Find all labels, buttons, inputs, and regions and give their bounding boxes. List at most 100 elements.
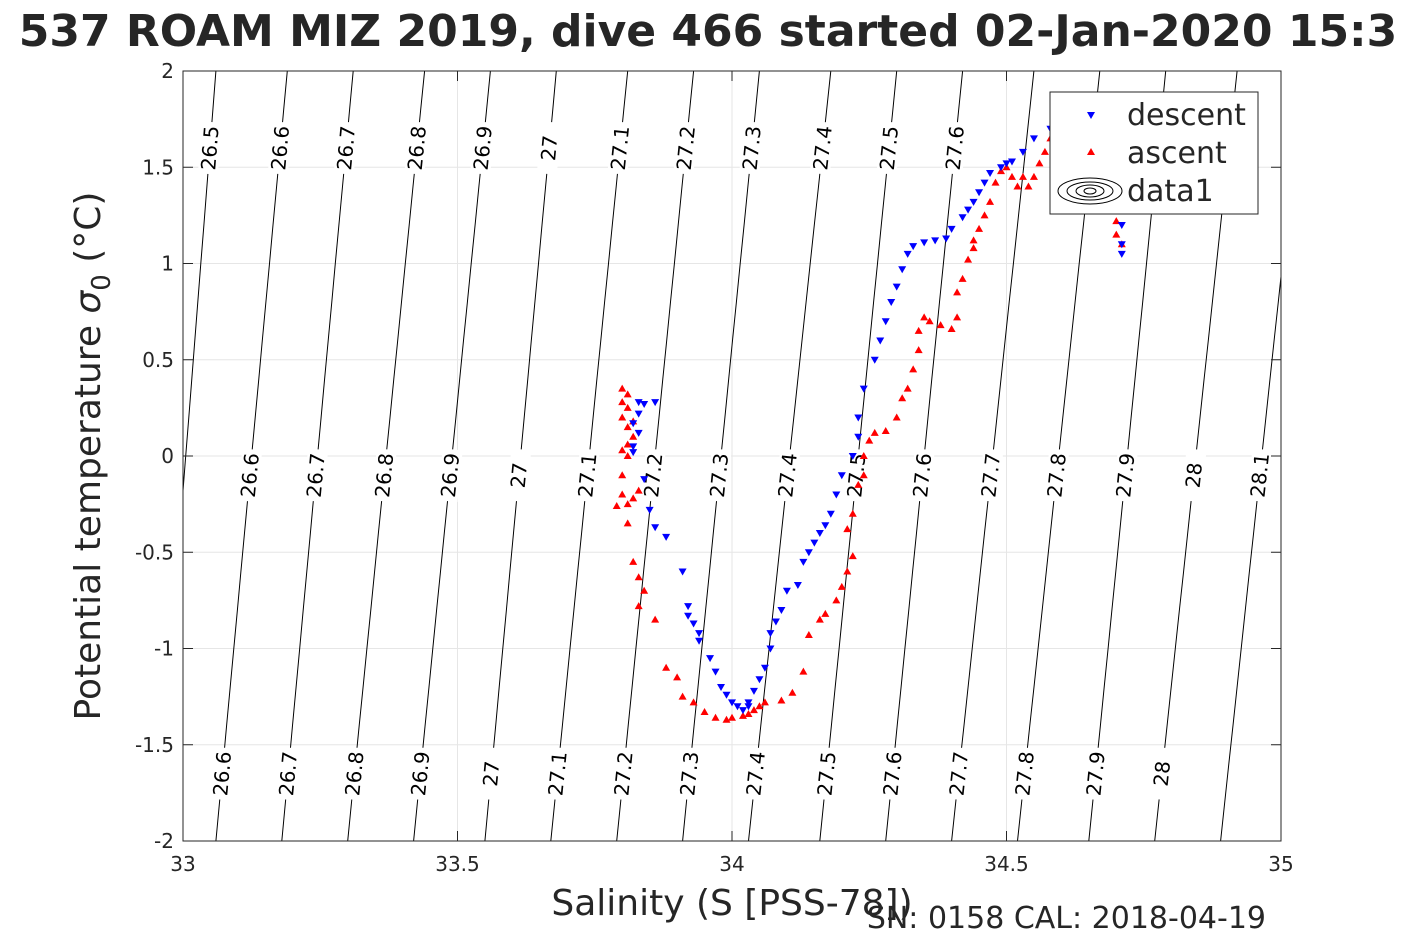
legend-box: [1049, 91, 1259, 215]
descent-point: [947, 225, 956, 233]
contour-label-gap: [197, 121, 222, 175]
contour-label: 27.9: [1111, 452, 1139, 499]
contour-label-gap: [1149, 746, 1175, 801]
contour-label: 28: [1181, 461, 1208, 489]
descent-point: [1029, 135, 1038, 143]
chart-title: 537 ROAM MIZ 2019, dive 466 started 02-J…: [19, 6, 1398, 57]
descent-point: [755, 676, 764, 684]
ascent-point: [623, 452, 632, 459]
descent-point: [629, 443, 638, 451]
descent-point: [892, 283, 901, 291]
contour-label: 27.2: [639, 452, 667, 499]
descent-point: [689, 620, 698, 628]
descent-point: [975, 189, 984, 197]
contour-label: 27.4: [741, 750, 770, 797]
ascent-point: [640, 586, 649, 594]
descent-point: [634, 429, 643, 437]
contour-label: 27.4: [773, 452, 802, 499]
contour-label: 26.6: [236, 452, 264, 499]
density-contour: 26.5: [183, 71, 224, 498]
descent-point: [678, 568, 687, 576]
ascent-point: [629, 432, 638, 440]
density-contour: 27.9 27.9: [1081, 71, 1167, 841]
contour-label: 27.4: [808, 125, 837, 172]
descent-point: [695, 637, 704, 645]
descent-point: [634, 399, 643, 407]
contour-label: 26.9: [436, 452, 464, 499]
descent-point: [1018, 148, 1027, 156]
descent-point: [909, 243, 918, 251]
ascent-point: [629, 494, 638, 502]
contour-label: 27.1: [606, 125, 634, 172]
descent-point: [854, 433, 863, 441]
descent-point: [920, 239, 929, 247]
contour-label: 27.5: [812, 750, 840, 797]
contour-label: 27: [478, 760, 504, 788]
contour-label-gap: [610, 746, 636, 801]
descent-point: [634, 410, 643, 418]
ascent-point: [1112, 230, 1121, 238]
ascent-point: [953, 288, 962, 296]
contour-label: 27.2: [609, 750, 637, 797]
descent-point: [771, 618, 780, 626]
contour-label-gap: [978, 448, 1004, 503]
ascent-point: [1029, 172, 1038, 180]
density-contour: 28.1: [1220, 271, 1281, 841]
contour-label: 26.6: [266, 125, 294, 172]
contour-label-gap: [333, 121, 359, 175]
serial-calibration-footer: SN: 0158 CAL: 2018-04-19: [867, 901, 1266, 936]
y-axis-label-main: Potential temperature: [68, 314, 109, 721]
y-tick-label: -2: [154, 829, 174, 853]
descent-point: [903, 250, 912, 258]
descent-point: [782, 587, 791, 595]
descent-point: [821, 522, 830, 530]
contour-label-gap: [303, 448, 329, 503]
descent-point: [1117, 241, 1126, 249]
ascent-point: [623, 403, 632, 411]
descent-point: [848, 453, 857, 460]
contour-label-gap: [1112, 448, 1138, 503]
descent-point: [777, 607, 786, 614]
contour-label-gap: [404, 121, 430, 175]
contour-label-gap: [909, 448, 935, 503]
x-axis-ticks: 33 33.5 34 34.5 35: [170, 71, 1294, 876]
descent-point: [766, 645, 775, 653]
contour-label-gap: [1181, 448, 1207, 503]
descent-point: [749, 687, 758, 695]
descent-point: [629, 420, 638, 428]
descent-point: [964, 206, 973, 214]
contour-label-gap: [814, 746, 840, 801]
descent-point: [722, 691, 731, 699]
contour-label-gap: [809, 121, 836, 175]
descent-point: [859, 385, 868, 393]
ascent-point: [986, 197, 995, 205]
y-tick-label: 0: [161, 444, 174, 468]
density-contour: 26.8 26.8 26.8: [340, 71, 431, 841]
contour-label-gap: [1011, 746, 1038, 801]
contour-label: 27.3: [705, 452, 733, 499]
ascent-point: [925, 317, 934, 325]
descent-point: [695, 630, 704, 638]
ascent-point: [953, 313, 962, 321]
contour-label: 27.1: [573, 452, 601, 499]
y-tick-label: 0.5: [142, 348, 174, 372]
density-contour: 27 27 27: [478, 71, 562, 841]
ascent-point: [958, 274, 967, 282]
ascent-point: [744, 709, 753, 717]
descent-point: [854, 414, 863, 422]
x-tick-label: 33.5: [435, 852, 480, 876]
contour-label-gap: [341, 746, 367, 801]
contour-label: 27.7: [976, 452, 1005, 499]
contour-label: 27: [536, 134, 562, 162]
contour-label-gap: [437, 448, 463, 503]
ascent-point: [837, 582, 846, 590]
descent-point: [640, 476, 649, 484]
density-contour: 26.9 26.9 26.9: [406, 71, 497, 841]
contour-label: 27.1: [543, 750, 571, 797]
density-contour: 27.4 27.4 27.4: [741, 71, 837, 841]
contour-label: 27.5: [875, 125, 903, 172]
descent-point: [942, 235, 951, 243]
ascent-point: [1040, 147, 1049, 155]
contour-label-gap: [275, 746, 301, 801]
descent-point: [760, 664, 769, 672]
